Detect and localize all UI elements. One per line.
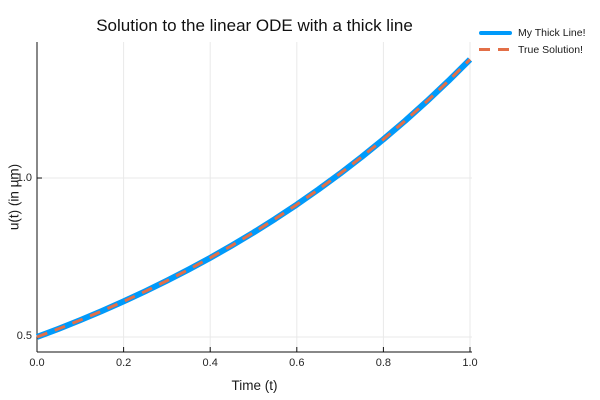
plot-title: Solution to the linear ODE with a thick … (96, 16, 413, 35)
legend-item-thick-line: My Thick Line! (479, 25, 586, 40)
x-tick-label: 0.2 (115, 357, 132, 369)
dashed-line-swatch-icon (479, 48, 512, 51)
series-line (35, 57, 473, 340)
legend-item-true-solution: True Solution! (479, 42, 586, 57)
x-tick-label: 1.0 (462, 357, 478, 369)
x-tick-label: 0.8 (375, 357, 392, 369)
y-axis-label: u(t) (in μm) (6, 163, 22, 231)
legend-label: My Thick Line! (518, 26, 586, 39)
x-tick-label: 0.0 (29, 357, 45, 369)
legend: My Thick Line! True Solution! (479, 25, 586, 57)
legend-label: True Solution! (518, 43, 583, 56)
y-tick-label: 0.5 (16, 330, 32, 343)
y-tick-label: 1.0 (16, 171, 32, 184)
x-tick-label: 0.6 (289, 357, 305, 369)
series-line (36, 58, 472, 339)
x-tick-label: 0.4 (202, 357, 218, 369)
x-axis-label: Time (t) (231, 378, 278, 393)
solid-line-swatch-icon (479, 30, 512, 35)
